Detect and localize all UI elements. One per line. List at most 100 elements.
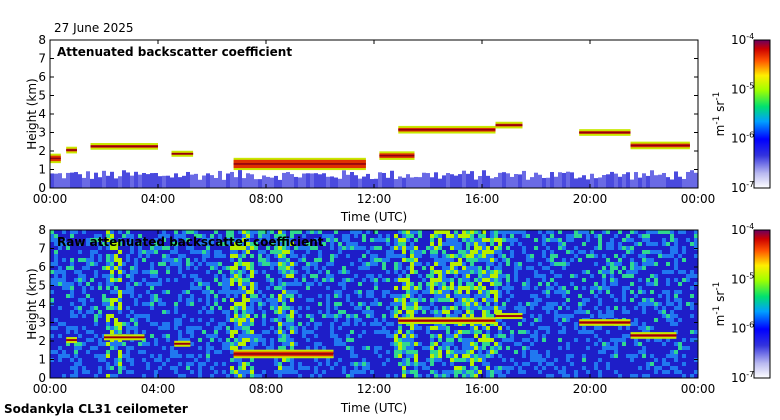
- noise-cell: [350, 266, 355, 271]
- noise-cell: [150, 322, 155, 327]
- noise-cell: [238, 334, 243, 339]
- noise-cell: [302, 346, 307, 351]
- noise-cell: [462, 258, 467, 263]
- surface-signal-cell: [374, 178, 378, 188]
- noise-cell: [306, 230, 311, 235]
- noise-cell: [430, 250, 435, 255]
- noise-cell: [486, 262, 491, 267]
- noise-cell: [258, 286, 263, 291]
- noise-cell: [454, 262, 459, 267]
- noise-cell: [410, 310, 415, 315]
- noise-cell: [110, 314, 115, 319]
- noise-cell: [478, 250, 483, 255]
- noise-cell: [50, 290, 55, 295]
- noise-cell: [430, 338, 435, 343]
- noise-cell: [346, 306, 351, 311]
- noise-cell: [394, 318, 399, 323]
- noise-cell: [170, 278, 175, 283]
- noise-cell: [102, 346, 107, 351]
- noise-cell: [490, 282, 495, 287]
- noise-cell: [522, 274, 527, 279]
- noise-cell: [66, 358, 71, 363]
- noise-cell: [154, 294, 159, 299]
- noise-cell: [114, 298, 119, 303]
- noise-cell: [506, 262, 511, 267]
- noise-cell: [302, 238, 307, 243]
- noise-cell: [446, 254, 451, 259]
- noise-cell: [66, 274, 71, 279]
- noise-cell: [394, 330, 399, 335]
- noise-cell: [170, 306, 175, 311]
- noise-cell: [454, 278, 459, 283]
- noise-cell: [242, 262, 247, 267]
- noise-cell: [470, 310, 475, 315]
- noise-cell: [250, 274, 255, 279]
- noise-cell: [502, 326, 507, 331]
- noise-cell: [258, 270, 263, 275]
- noise-cell: [366, 370, 371, 375]
- noise-cell: [162, 366, 167, 371]
- noise-cell: [162, 282, 167, 287]
- noise-cell: [110, 254, 115, 259]
- noise-cell: [490, 266, 495, 271]
- noise-cell: [450, 358, 455, 363]
- surface-signal-cell: [186, 171, 190, 188]
- noise-cell: [446, 374, 451, 379]
- noise-cell: [518, 294, 523, 299]
- noise-cell: [294, 334, 299, 339]
- noise-cell: [522, 290, 527, 295]
- noise-cell: [86, 302, 91, 307]
- noise-cell: [306, 278, 311, 283]
- noise-cell: [422, 286, 427, 291]
- noise-cell: [186, 246, 191, 251]
- noise-cell: [518, 366, 523, 371]
- noise-cell: [478, 298, 483, 303]
- noise-cell: [98, 362, 103, 367]
- noise-cell: [338, 322, 343, 327]
- noise-cell: [538, 346, 543, 351]
- noise-cell: [146, 346, 151, 351]
- noise-cell: [134, 278, 139, 283]
- noise-cell: [206, 342, 211, 347]
- noise-cell: [54, 370, 59, 375]
- noise-cell: [246, 246, 251, 251]
- noise-cell: [218, 230, 223, 235]
- noise-cell: [534, 290, 539, 295]
- noise-cell: [326, 310, 331, 315]
- surface-signal-cell: [74, 172, 78, 188]
- noise-cell: [314, 298, 319, 303]
- noise-cell: [90, 354, 95, 359]
- noise-cell: [294, 326, 299, 331]
- noise-cell: [214, 266, 219, 271]
- noise-cell: [214, 322, 219, 327]
- noise-cell: [306, 290, 311, 295]
- noise-cell: [162, 342, 167, 347]
- noise-cell: [526, 358, 531, 363]
- noise-cell: [102, 322, 107, 327]
- noise-cell: [210, 358, 215, 363]
- noise-cell: [174, 262, 179, 267]
- noise-cell: [410, 230, 415, 235]
- surface-signal-cell: [194, 173, 198, 188]
- noise-cell: [58, 310, 63, 315]
- noise-cell: [82, 330, 87, 335]
- noise-cell: [374, 246, 379, 251]
- surface-signal-cell: [426, 173, 430, 188]
- noise-cell: [90, 274, 95, 279]
- noise-cell: [382, 278, 387, 283]
- noise-cell: [170, 282, 175, 287]
- noise-cell: [538, 310, 543, 315]
- noise-cell: [286, 314, 291, 319]
- surface-signal-cell: [454, 175, 458, 188]
- noise-cell: [358, 342, 363, 347]
- noise-cell: [342, 274, 347, 279]
- noise-cell: [410, 250, 415, 255]
- noise-cell: [530, 366, 535, 371]
- noise-cell: [150, 262, 155, 267]
- noise-cell: [270, 342, 275, 347]
- noise-cell: [186, 266, 191, 271]
- noise-cell: [498, 294, 503, 299]
- noise-cell: [202, 250, 207, 255]
- noise-cell: [346, 318, 351, 323]
- cloud-layer-peak: [233, 163, 366, 165]
